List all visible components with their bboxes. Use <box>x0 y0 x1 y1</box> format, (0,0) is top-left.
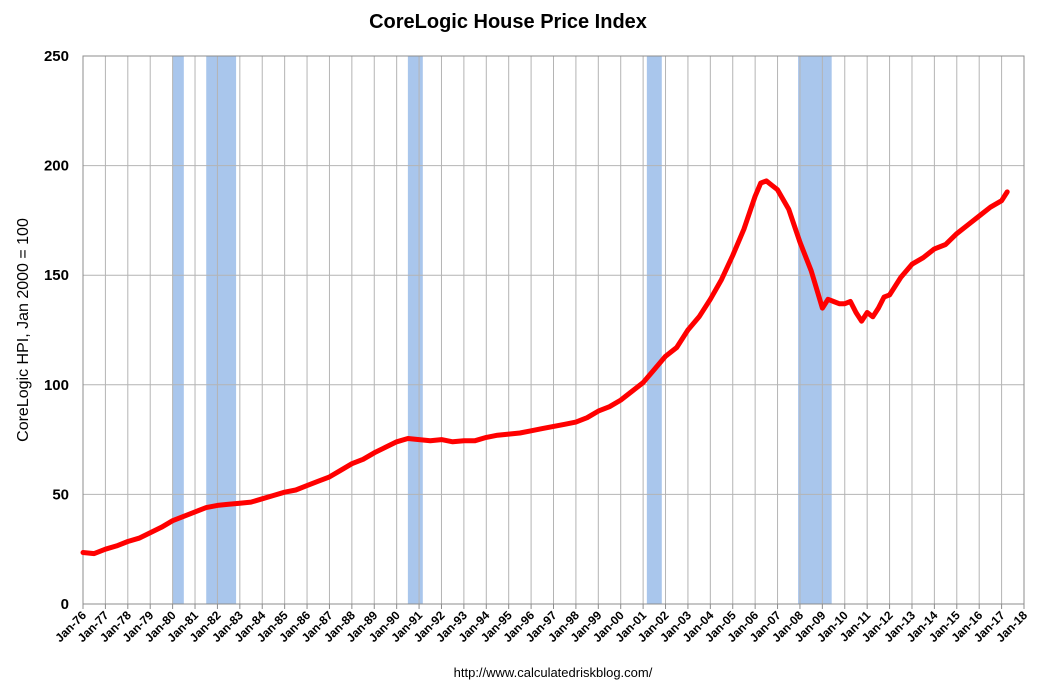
y-tick-label: 200 <box>44 158 69 175</box>
grid-lines <box>82 55 1025 605</box>
recession-bands <box>172 56 832 604</box>
y-tick-label: 50 <box>52 486 69 503</box>
source-credit: http://www.calculatedriskblog.com/ <box>454 665 653 680</box>
series-line-0 <box>80 178 1010 557</box>
y-tick-label: 150 <box>44 267 69 284</box>
y-tick-label: 0 <box>61 596 69 613</box>
recession-band-3 <box>646 56 662 604</box>
hpi-series <box>80 178 1010 557</box>
recession-band-0 <box>172 56 184 604</box>
y-axis-ticks: 0 50 100 150 200 250 <box>44 48 69 613</box>
x-axis-ticks: Jan-76Jan-77Jan-78Jan-79Jan-80Jan-81Jan-… <box>52 604 1030 645</box>
recession-band-2 <box>407 56 423 604</box>
y-tick-label: 100 <box>44 377 69 394</box>
recession-band-4 <box>798 56 832 604</box>
y-tick-label: 250 <box>44 48 69 65</box>
chart-title: CoreLogic House Price Index <box>369 11 647 33</box>
y-axis-label: CoreLogic HPI, Jan 2000 = 100 <box>15 218 32 442</box>
recession-band-1 <box>206 56 237 604</box>
